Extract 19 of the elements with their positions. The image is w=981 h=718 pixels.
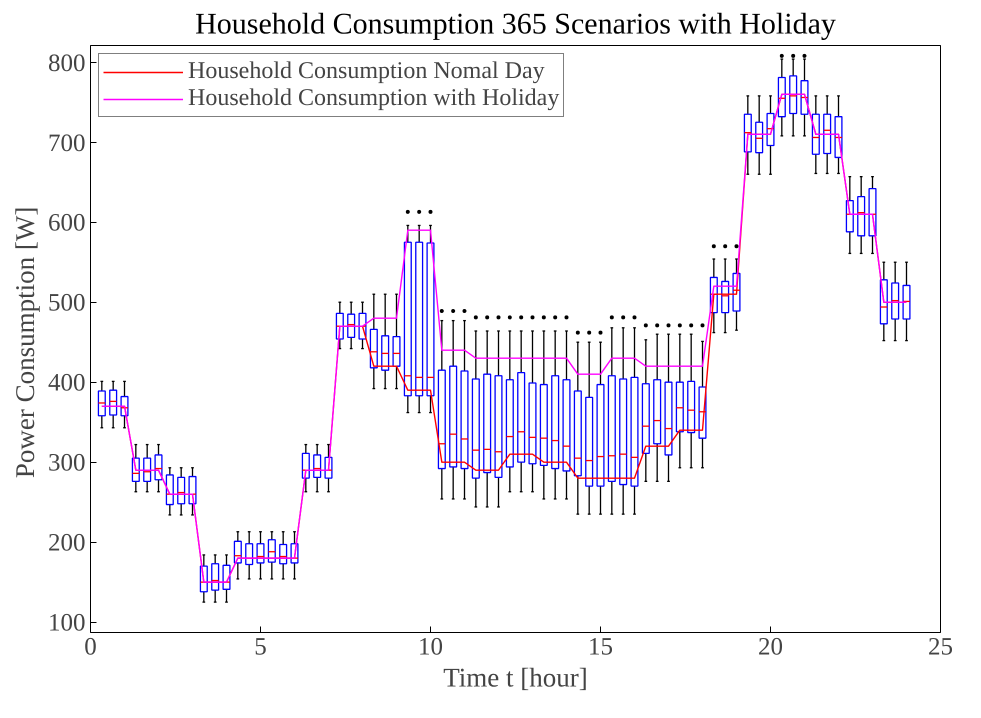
y-tick-label: 800 bbox=[48, 50, 86, 77]
y-tick-label: 200 bbox=[48, 530, 86, 557]
y-tick-label: 500 bbox=[48, 290, 86, 317]
x-tick-label: 25 bbox=[928, 634, 953, 660]
y-tick-label: 400 bbox=[48, 370, 86, 397]
y-tick-label: 300 bbox=[48, 450, 86, 477]
x-tick-label: 15 bbox=[588, 634, 613, 660]
x-tick-label: 0 bbox=[84, 634, 97, 660]
chart-title: Household Consumption 365 Scenarios with Holiday bbox=[195, 8, 836, 40]
y-axis-title: Power Consumption [W] bbox=[10, 206, 40, 478]
y-tick-label: 100 bbox=[48, 610, 86, 637]
x-axis-title: Time t [hour] bbox=[443, 662, 588, 692]
x-tick-label: 20 bbox=[758, 634, 783, 660]
legend-label: Household Consumption Nomal Day bbox=[188, 58, 545, 85]
y-tick-label: 600 bbox=[48, 210, 86, 237]
x-tick-label: 10 bbox=[418, 634, 443, 660]
x-tick-label: 5 bbox=[254, 634, 267, 660]
legend-label: Household Consumption with Holiday bbox=[188, 85, 560, 112]
y-tick-label: 700 bbox=[48, 130, 86, 157]
